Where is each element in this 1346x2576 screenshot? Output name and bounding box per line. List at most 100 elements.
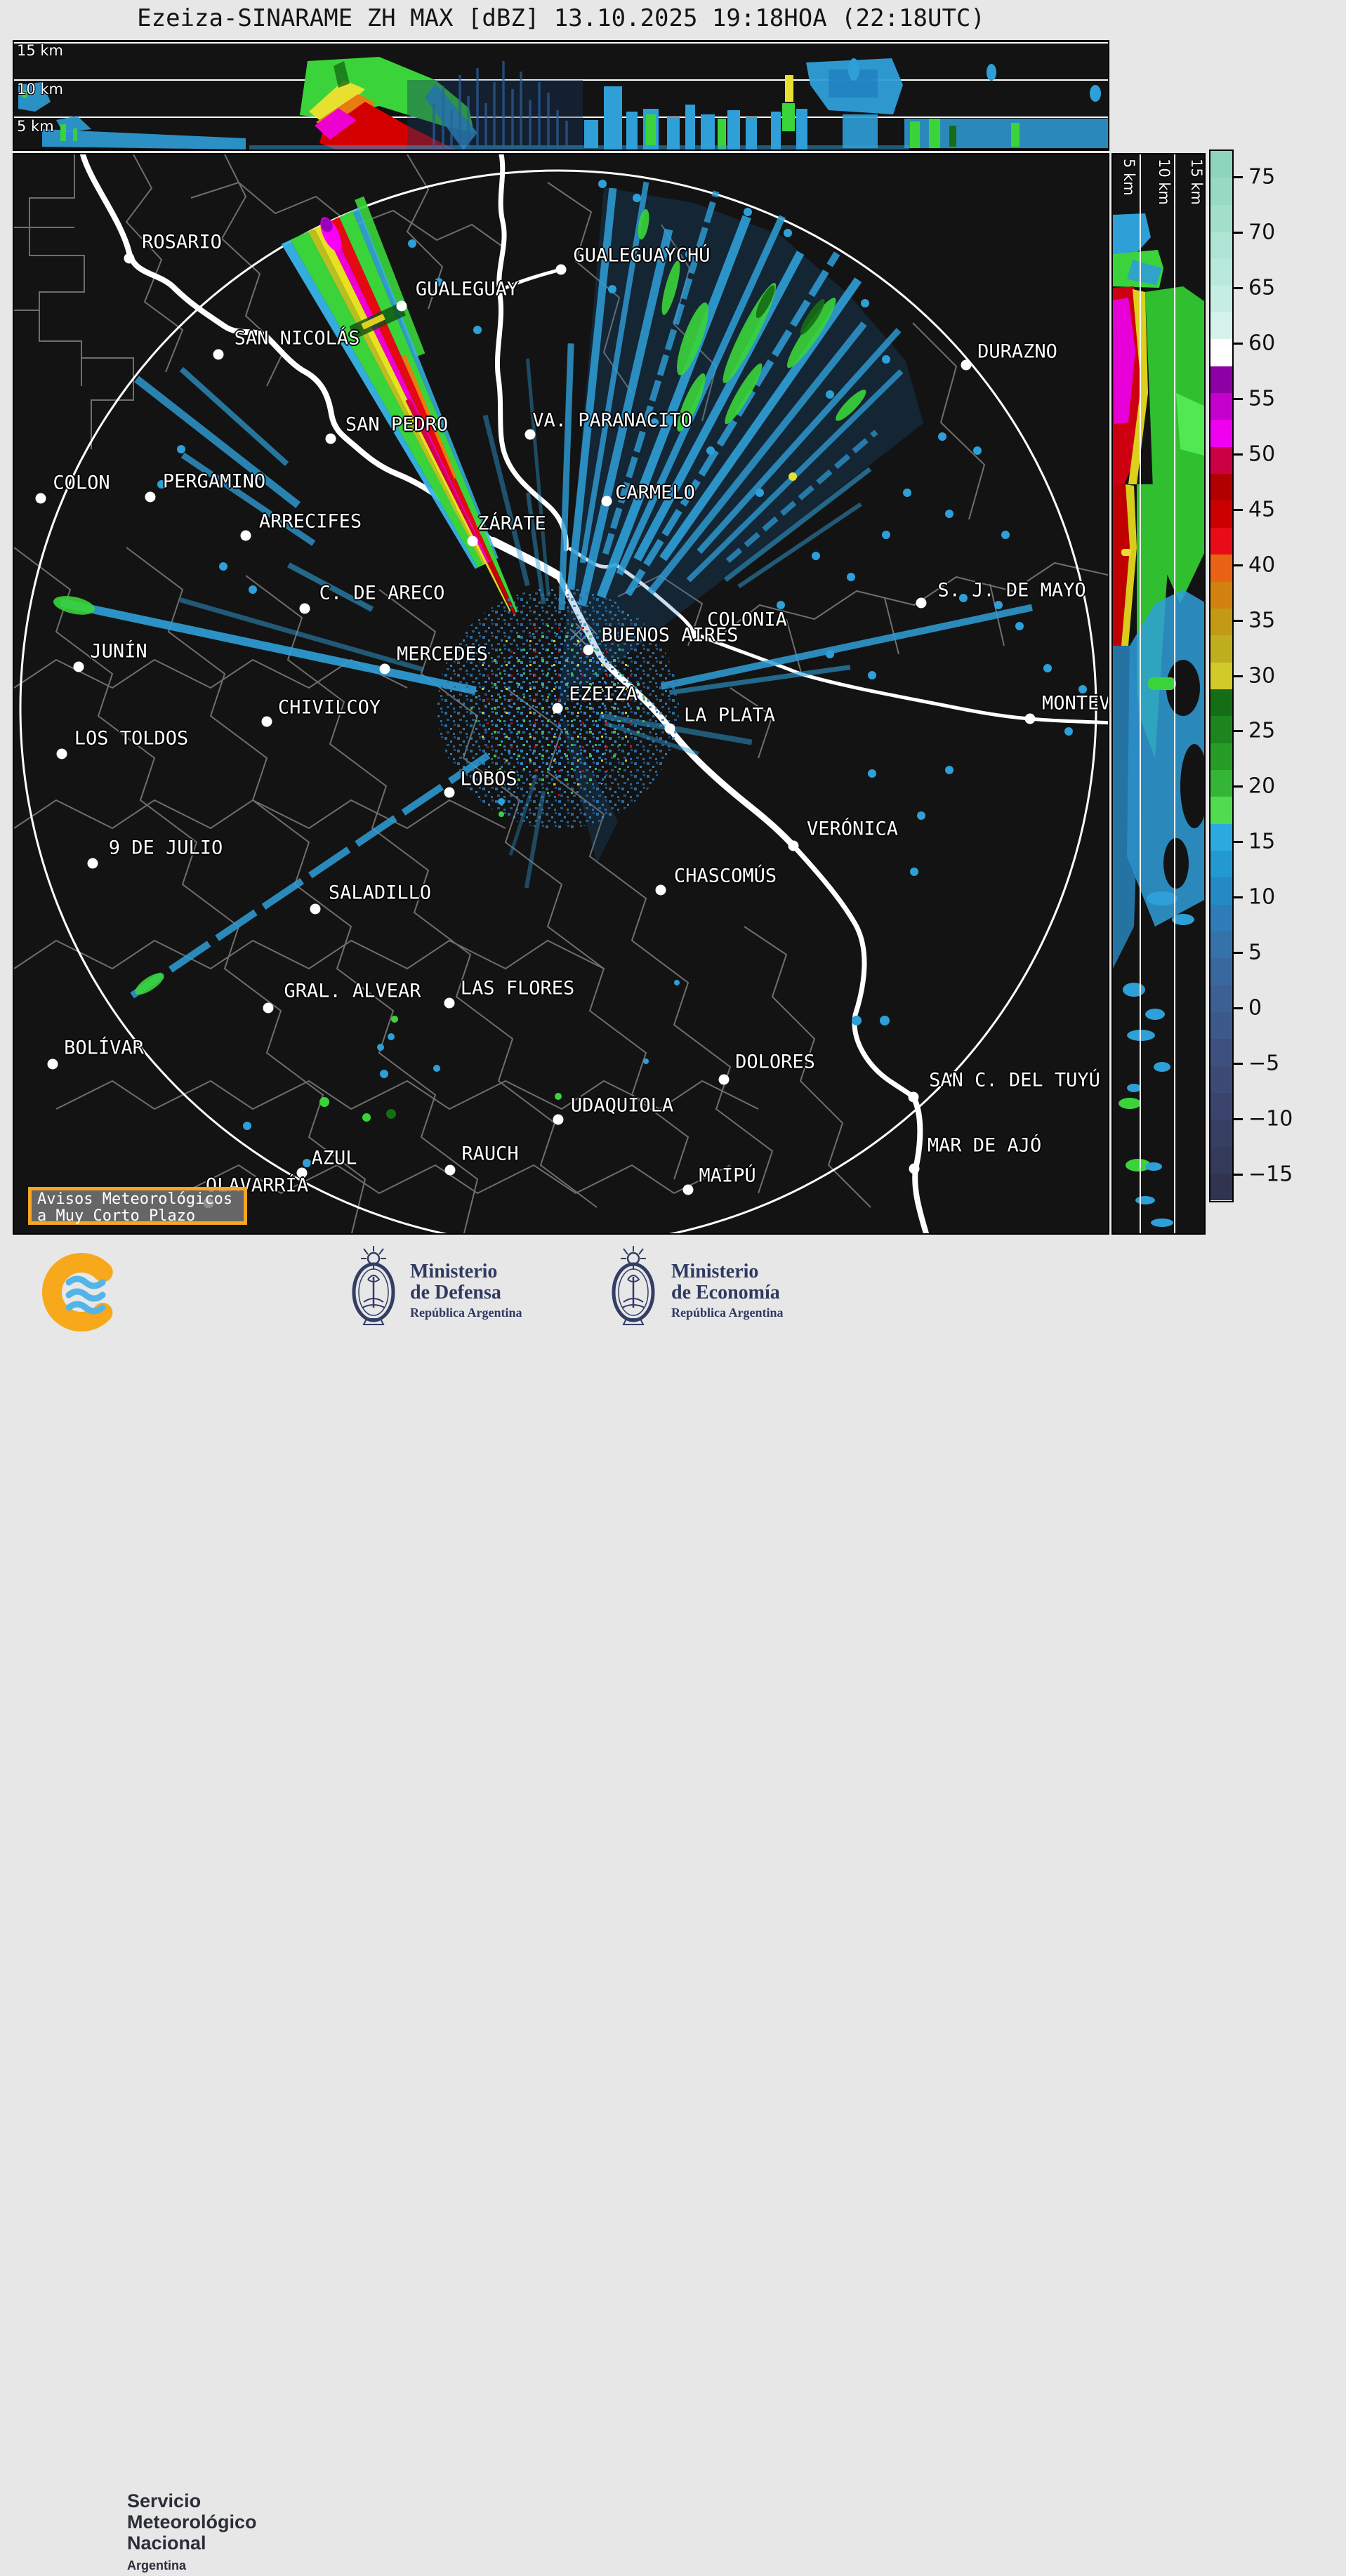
echo-dot <box>633 194 641 202</box>
colorbar-segment <box>1210 232 1232 259</box>
radar-ray <box>660 604 1033 690</box>
colorbar-tick-label: 55 <box>1248 386 1276 411</box>
echo-patch <box>677 302 708 376</box>
echo-dot <box>994 601 1003 609</box>
city-label: GUALEGUAY <box>415 278 519 300</box>
colorbar-segment <box>1210 393 1232 420</box>
colorbar-segment <box>1210 527 1232 555</box>
echo-dot <box>910 868 918 876</box>
city-dot <box>396 300 407 312</box>
colorbar-tick-label: 75 <box>1248 164 1276 190</box>
radial-spokes <box>433 61 568 148</box>
echo-dot <box>650 418 659 427</box>
echo-dot <box>812 552 820 560</box>
city-dot <box>47 1058 58 1070</box>
city-dot <box>583 644 594 656</box>
echo-dot <box>756 489 764 497</box>
echo-dot <box>1001 531 1010 539</box>
colorbar-segment <box>1210 1065 1232 1094</box>
colorbar-tick-label: 45 <box>1248 497 1276 522</box>
city-label: MAR DE AJÓ <box>927 1134 1042 1157</box>
radar-ray <box>577 228 673 607</box>
colorbar-tick-label: 65 <box>1248 275 1276 300</box>
city-dot <box>690 628 701 639</box>
echo-dot <box>391 1016 398 1023</box>
city-dot <box>467 536 478 547</box>
height-label-10km: 10 km <box>17 81 64 98</box>
colorbar-tick <box>1234 1007 1243 1009</box>
colorbar-tick-label: 25 <box>1248 718 1276 743</box>
city-label: EZEIZA <box>569 683 638 705</box>
radar-screen: { "title": "Ezeiza-SINARAME ZH MAX [dBZ]… <box>0 4 1346 2572</box>
colorbar-tick <box>1234 952 1243 955</box>
colorbar-segment <box>1210 635 1232 663</box>
map-art <box>14 154 1108 1233</box>
colorbar-tick <box>1234 1117 1243 1120</box>
echo-dot <box>598 180 607 188</box>
colorbar-tick-label: 40 <box>1248 552 1276 578</box>
colorbar-segment <box>1210 1039 1232 1066</box>
city-dot <box>601 496 612 507</box>
echo-patch <box>677 373 706 432</box>
echo-dot <box>380 1070 388 1078</box>
echo-dot <box>861 299 869 307</box>
warning-legend-box: Avisos Meteorológicos a Muy Corto Plazo <box>28 1187 247 1225</box>
city-dot <box>299 603 310 614</box>
colorbar-tick <box>1234 841 1243 844</box>
colorbar-segment <box>1210 420 1232 447</box>
defensa-text: Ministerio de Defensa República Argentin… <box>410 1261 522 1320</box>
echo-dot <box>388 1033 395 1040</box>
radar-ray <box>558 343 574 611</box>
colorbar-tick <box>1234 619 1243 622</box>
echo-dot <box>938 432 946 441</box>
city-label: GUALEGUAYCHÚ <box>573 244 711 267</box>
city-dot <box>909 1163 920 1174</box>
city-label: LOS TOLDOS <box>74 727 189 750</box>
city-dot <box>444 1164 456 1176</box>
radar-ray <box>625 251 840 597</box>
smn-line2: Meteorológico <box>127 2511 257 2532</box>
radar-ray <box>697 328 902 555</box>
colorbar-tick-label: 5 <box>1248 940 1262 965</box>
echo-dot <box>319 1097 329 1107</box>
city-label: BUENOS AIRES <box>601 624 739 646</box>
economia-line2: de Economía <box>671 1282 780 1303</box>
colorbar-segment <box>1210 689 1232 717</box>
city-dot <box>263 1002 274 1014</box>
echo-dot <box>945 510 954 518</box>
echo-dot <box>826 650 834 658</box>
echo-dot <box>473 326 482 334</box>
echo-dot <box>777 601 785 609</box>
colorbar-tick <box>1234 675 1243 677</box>
colorbar-segment <box>1210 1120 1232 1147</box>
colorbar-tick <box>1234 343 1243 345</box>
economia-text: Ministerio de Economía República Argenti… <box>671 1261 784 1320</box>
radar-ray <box>179 366 289 467</box>
city-label: VERÓNICA <box>806 818 899 840</box>
city-dot <box>555 264 567 275</box>
echo-dot <box>1064 727 1073 736</box>
echo-dot <box>377 1044 384 1051</box>
height-label-15km: 15 km <box>17 42 64 59</box>
echo-dot <box>880 1016 890 1025</box>
colorbar-tick <box>1234 564 1243 566</box>
city-label: CARMELO <box>615 482 695 504</box>
colorbar-tick <box>1234 730 1243 733</box>
colorbar-segment <box>1210 178 1232 205</box>
colorbar-tick-label: 10 <box>1248 884 1276 910</box>
city-label: SAN PEDRO <box>345 413 449 436</box>
colorbar-segment <box>1210 797 1232 824</box>
echo-dot <box>847 573 855 581</box>
colorbar-tick-label: −15 <box>1248 1162 1293 1187</box>
storm-wedge-band <box>281 239 478 569</box>
colorbar-tick-label: 20 <box>1248 774 1276 799</box>
echo-dot <box>674 980 680 985</box>
colorbar-segment <box>1210 1146 1232 1174</box>
footer: Servicio Meteorológico Nacional Argentin… <box>0 1236 1346 2572</box>
page-title: Ezeiza-SINARAME ZH MAX [dBZ] 13.10.2025 … <box>137 4 985 32</box>
city-dot <box>664 723 675 734</box>
radar-ray <box>668 665 851 696</box>
colorbar-segment <box>1210 204 1232 232</box>
city-label: SAN NICOLÁS <box>234 327 360 350</box>
colorbar-tick-label: 30 <box>1248 663 1276 689</box>
